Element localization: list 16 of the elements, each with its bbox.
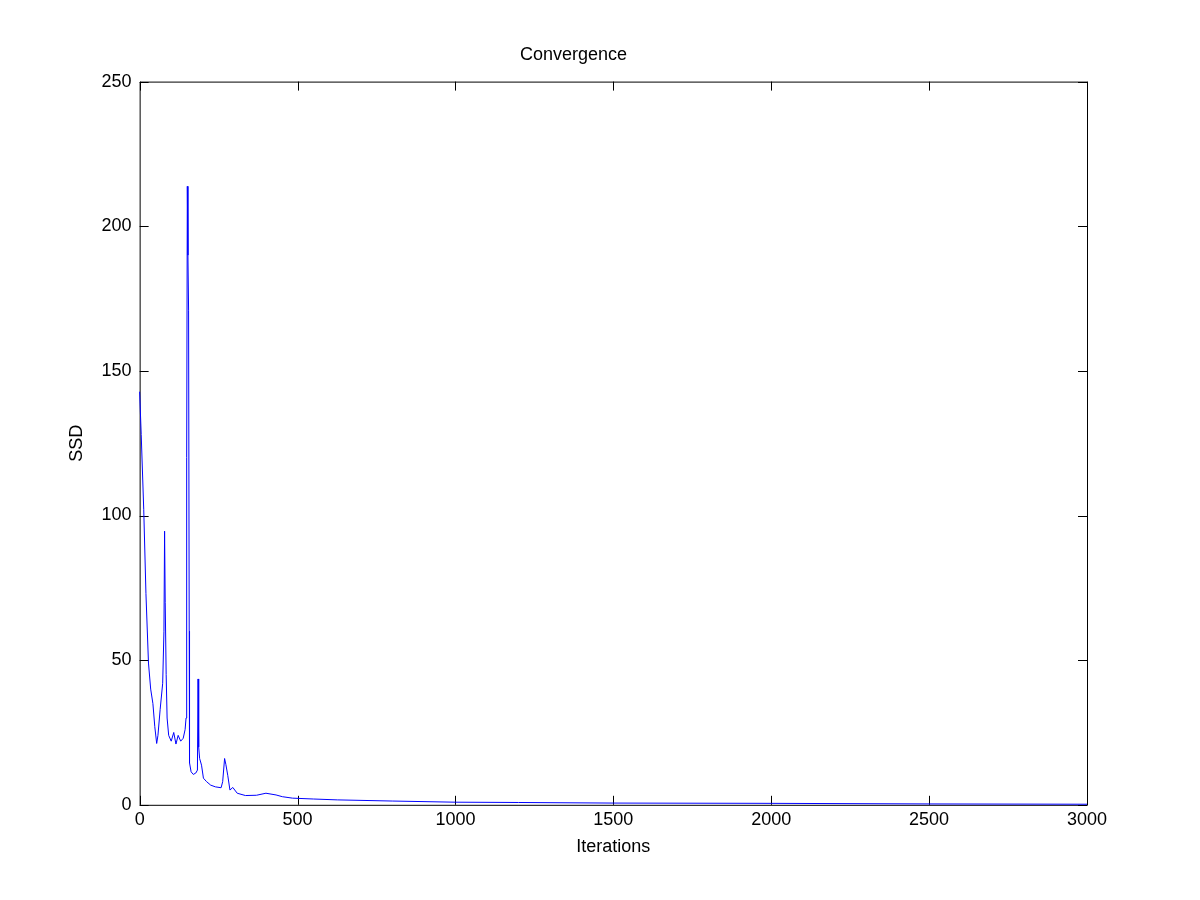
- y-tick-label: 250: [101, 70, 132, 91]
- x-tick-label: 0: [134, 808, 145, 829]
- x-tick-label: 1500: [593, 808, 634, 829]
- x-tick-label: 2000: [751, 808, 792, 829]
- x-axis-title: Iterations: [576, 836, 651, 857]
- y-tick-label: 0: [121, 793, 132, 814]
- chart-title: Convergence: [519, 43, 628, 64]
- y-tick-label: 50: [111, 649, 132, 670]
- y-axis-title: SSD: [65, 424, 86, 462]
- x-tick-label: 500: [282, 808, 313, 829]
- y-tick-label: 150: [101, 359, 132, 380]
- x-tick-label: 2500: [909, 808, 950, 829]
- y-tick-label: 100: [101, 504, 132, 525]
- x-tick-label: 3000: [1066, 808, 1108, 829]
- x-tick-label: 1000: [435, 808, 476, 829]
- y-tick-label: 200: [101, 215, 132, 236]
